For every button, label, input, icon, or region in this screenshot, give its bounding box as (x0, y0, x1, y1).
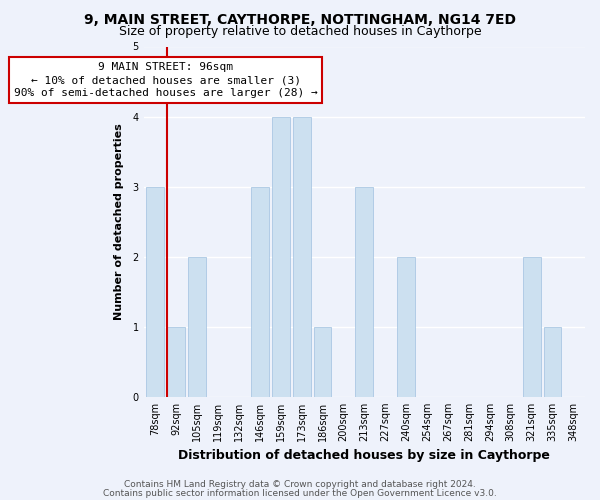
Bar (167, 326, 185, 397)
Bar (314, 326, 331, 397)
Bar (293, 116, 311, 397)
Bar (397, 256, 415, 397)
Text: 9 MAIN STREET: 96sqm
← 10% of detached houses are smaller (3)
90% of semi-detach: 9 MAIN STREET: 96sqm ← 10% of detached h… (14, 62, 317, 98)
Y-axis label: Number of detached properties: Number of detached properties (114, 124, 124, 320)
Bar (188, 256, 206, 397)
Text: Contains public sector information licensed under the Open Government Licence v3: Contains public sector information licen… (103, 488, 497, 498)
Bar (355, 186, 373, 397)
Bar (146, 186, 164, 397)
Bar (272, 116, 290, 397)
Bar (251, 186, 269, 397)
Text: Size of property relative to detached houses in Caythorpe: Size of property relative to detached ho… (119, 25, 481, 38)
X-axis label: Distribution of detached houses by size in Caythorpe: Distribution of detached houses by size … (178, 450, 550, 462)
Bar (523, 256, 541, 397)
Text: 9, MAIN STREET, CAYTHORPE, NOTTINGHAM, NG14 7ED: 9, MAIN STREET, CAYTHORPE, NOTTINGHAM, N… (84, 12, 516, 26)
Bar (544, 326, 562, 397)
Text: Contains HM Land Registry data © Crown copyright and database right 2024.: Contains HM Land Registry data © Crown c… (124, 480, 476, 489)
